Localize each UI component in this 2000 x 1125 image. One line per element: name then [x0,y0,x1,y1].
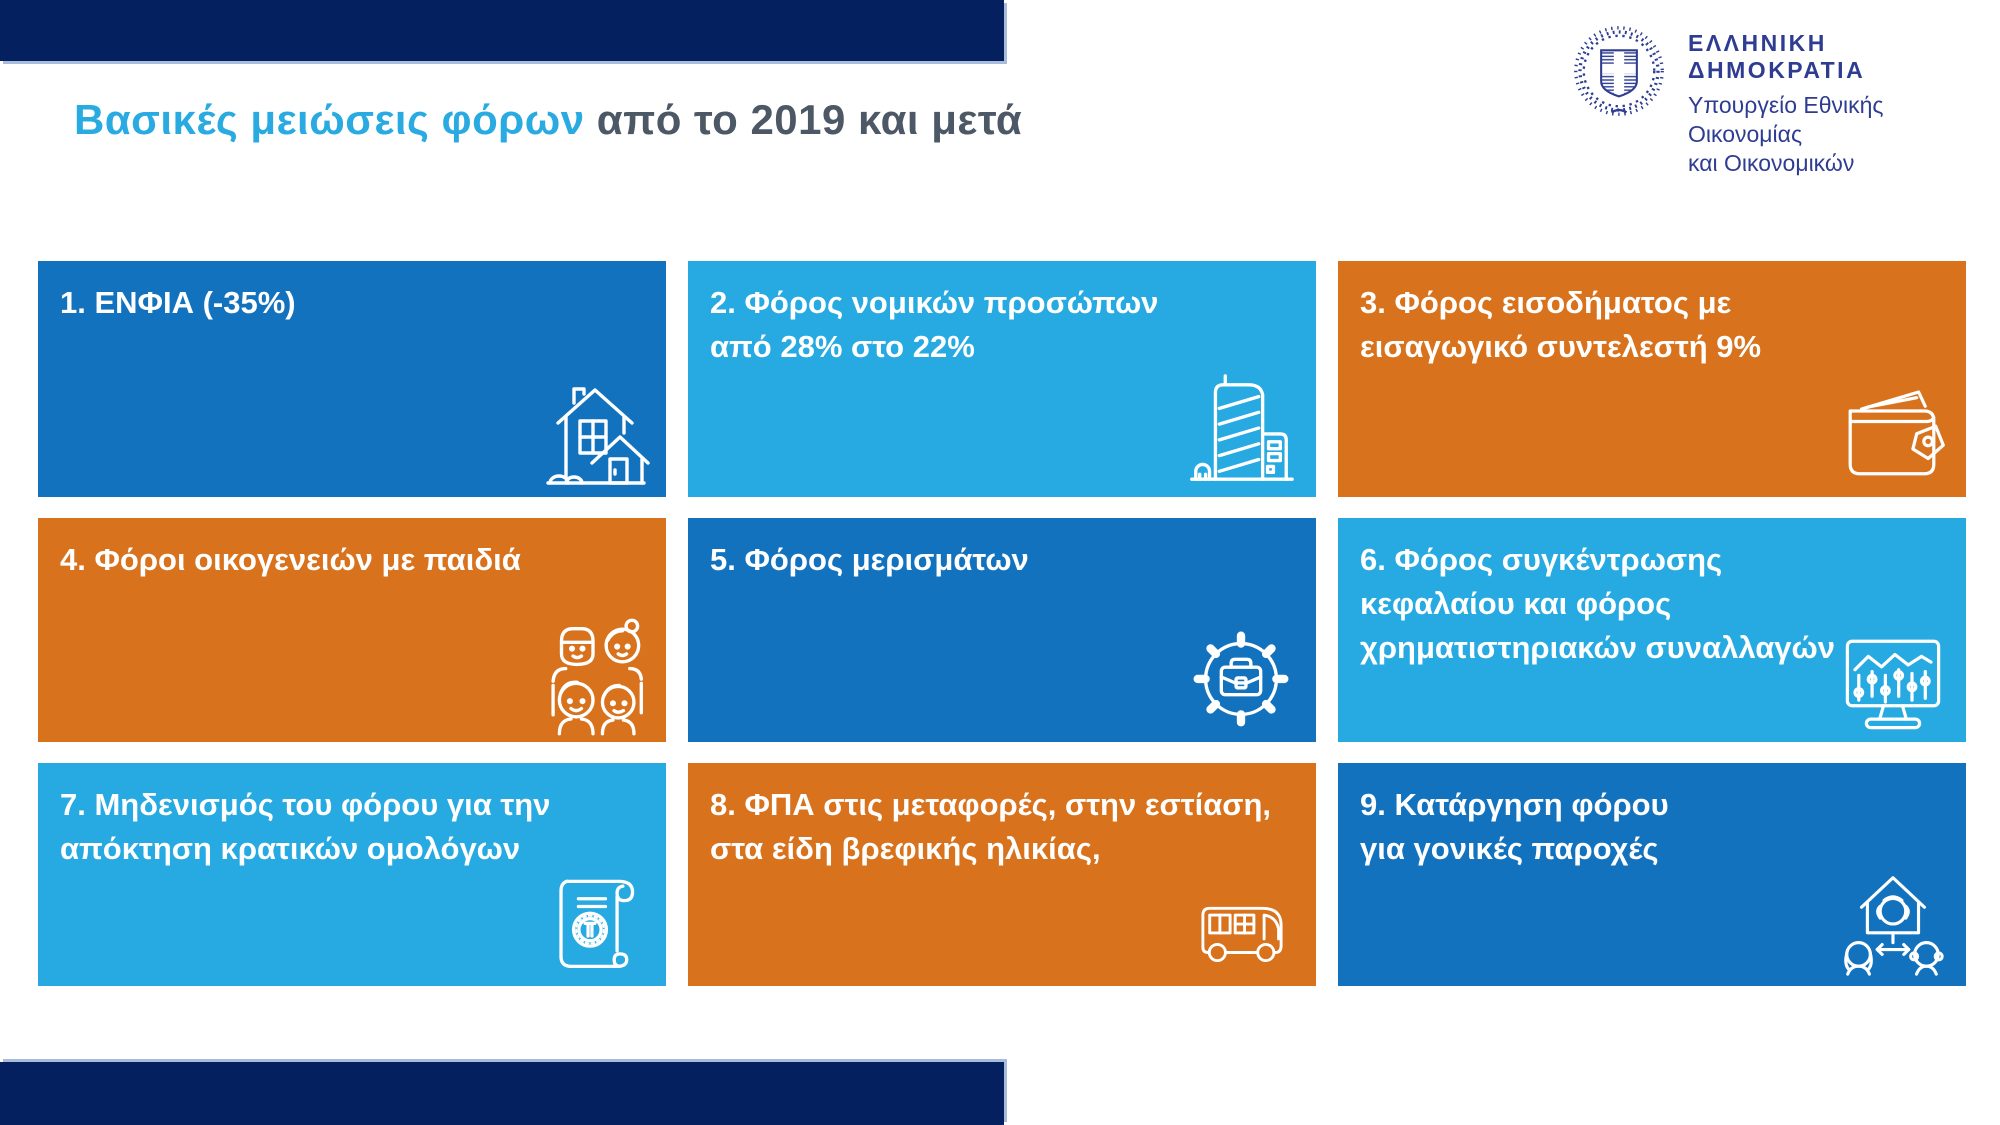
card-corporate-tax: 2. Φόρος νομικών προσώπων από 28% στο 22… [688,261,1316,497]
page-title-highlight: Βασικές μειώσεις φόρων [74,96,585,143]
bus-icon [1201,906,1283,963]
card-parental-provisions: 9. Κατάργηση φόρου για γονικές παροχές [1338,763,1966,986]
wallet-icon [1848,390,1945,476]
house-icon [546,387,650,485]
logo-line-2: Υπουργείο Εθνικής Οικονομίας [1688,92,1884,147]
card-title: 9. Κατάργηση φόρου για γονικές παροχές [1360,787,1669,866]
card-dividend-tax: 5. Φόρος μερισμάτων [688,518,1316,742]
card-capital-tax: 6. Φόρος συγκέντρωσης κεφαλαίου και φόρο… [1338,518,1966,742]
logo-line-3: και Οικονομικών [1688,150,1855,176]
family-icon [551,618,643,736]
card-title: 6. Φόρος συγκέντρωσης κεφαλαίου και φόρο… [1360,542,1835,665]
tax-cards-grid: 1. ΕΝΦΙΑ (-35%) 2. Φόρος νομικών προσώπω… [38,261,1966,986]
card-title: 8. ΦΠΑ στις μεταφορές, στην εστίαση, στα… [710,787,1272,866]
government-logo-text: ΕΛΛΗΝΙΚΗ ΔΗΜΟΚΡΑΤΙΑ Υπουργείο Εθνικής Οι… [1688,20,2000,178]
top-accent-bar [0,0,1004,61]
briefcase-gear-icon [1193,631,1289,727]
card-income-tax: 3. Φόρος εισοδήματος με εισαγωγικό συντε… [1338,261,1966,497]
office-building-icon [1190,374,1294,481]
bottom-accent-bar [0,1062,1004,1125]
card-title: 5. Φόρος μερισμάτων [710,542,1029,577]
card-title: 2. Φόρος νομικών προσώπων από 28% στο 22… [710,285,1159,364]
card-family-tax: 4. Φόροι οικογενειών με παιδιά [38,518,666,742]
card-title: 7. Μηδενισμός του φόρου για την απόκτηση… [60,787,551,866]
card-title: 4. Φόροι οικογενειών με παιδιά [60,542,521,577]
parental-provision-icon [1844,876,1944,976]
stock-chart-monitor-icon [1845,639,1941,730]
page-title: Βασικές μειώσεις φόρων από το 2019 και μ… [74,96,1022,144]
card-bonds-tax: 7. Μηδενισμός του φόρου για την απόκτηση… [38,763,666,986]
logo-line-1: ΕΛΛΗΝΙΚΗ ΔΗΜΟΚΡΑΤΙΑ [1688,30,1866,83]
card-vat: 8. ΦΠΑ στις μεταφορές, στην εστίαση, στα… [688,763,1316,986]
card-enfia: 1. ΕΝΦΙΑ (-35%) [38,261,666,497]
greek-coat-of-arms-icon [1574,26,1664,116]
government-logo: ΕΛΛΗΝΙΚΗ ΔΗΜΟΚΡΑΤΙΑ Υπουργείο Εθνικής Οι… [1572,20,2000,178]
card-title: 1. ΕΝΦΙΑ (-35%) [60,285,296,320]
bond-scroll-icon [559,879,635,969]
page-title-rest: από το 2019 και μετά [584,96,1023,143]
card-title: 3. Φόρος εισοδήματος με εισαγωγικό συντε… [1360,285,1762,364]
